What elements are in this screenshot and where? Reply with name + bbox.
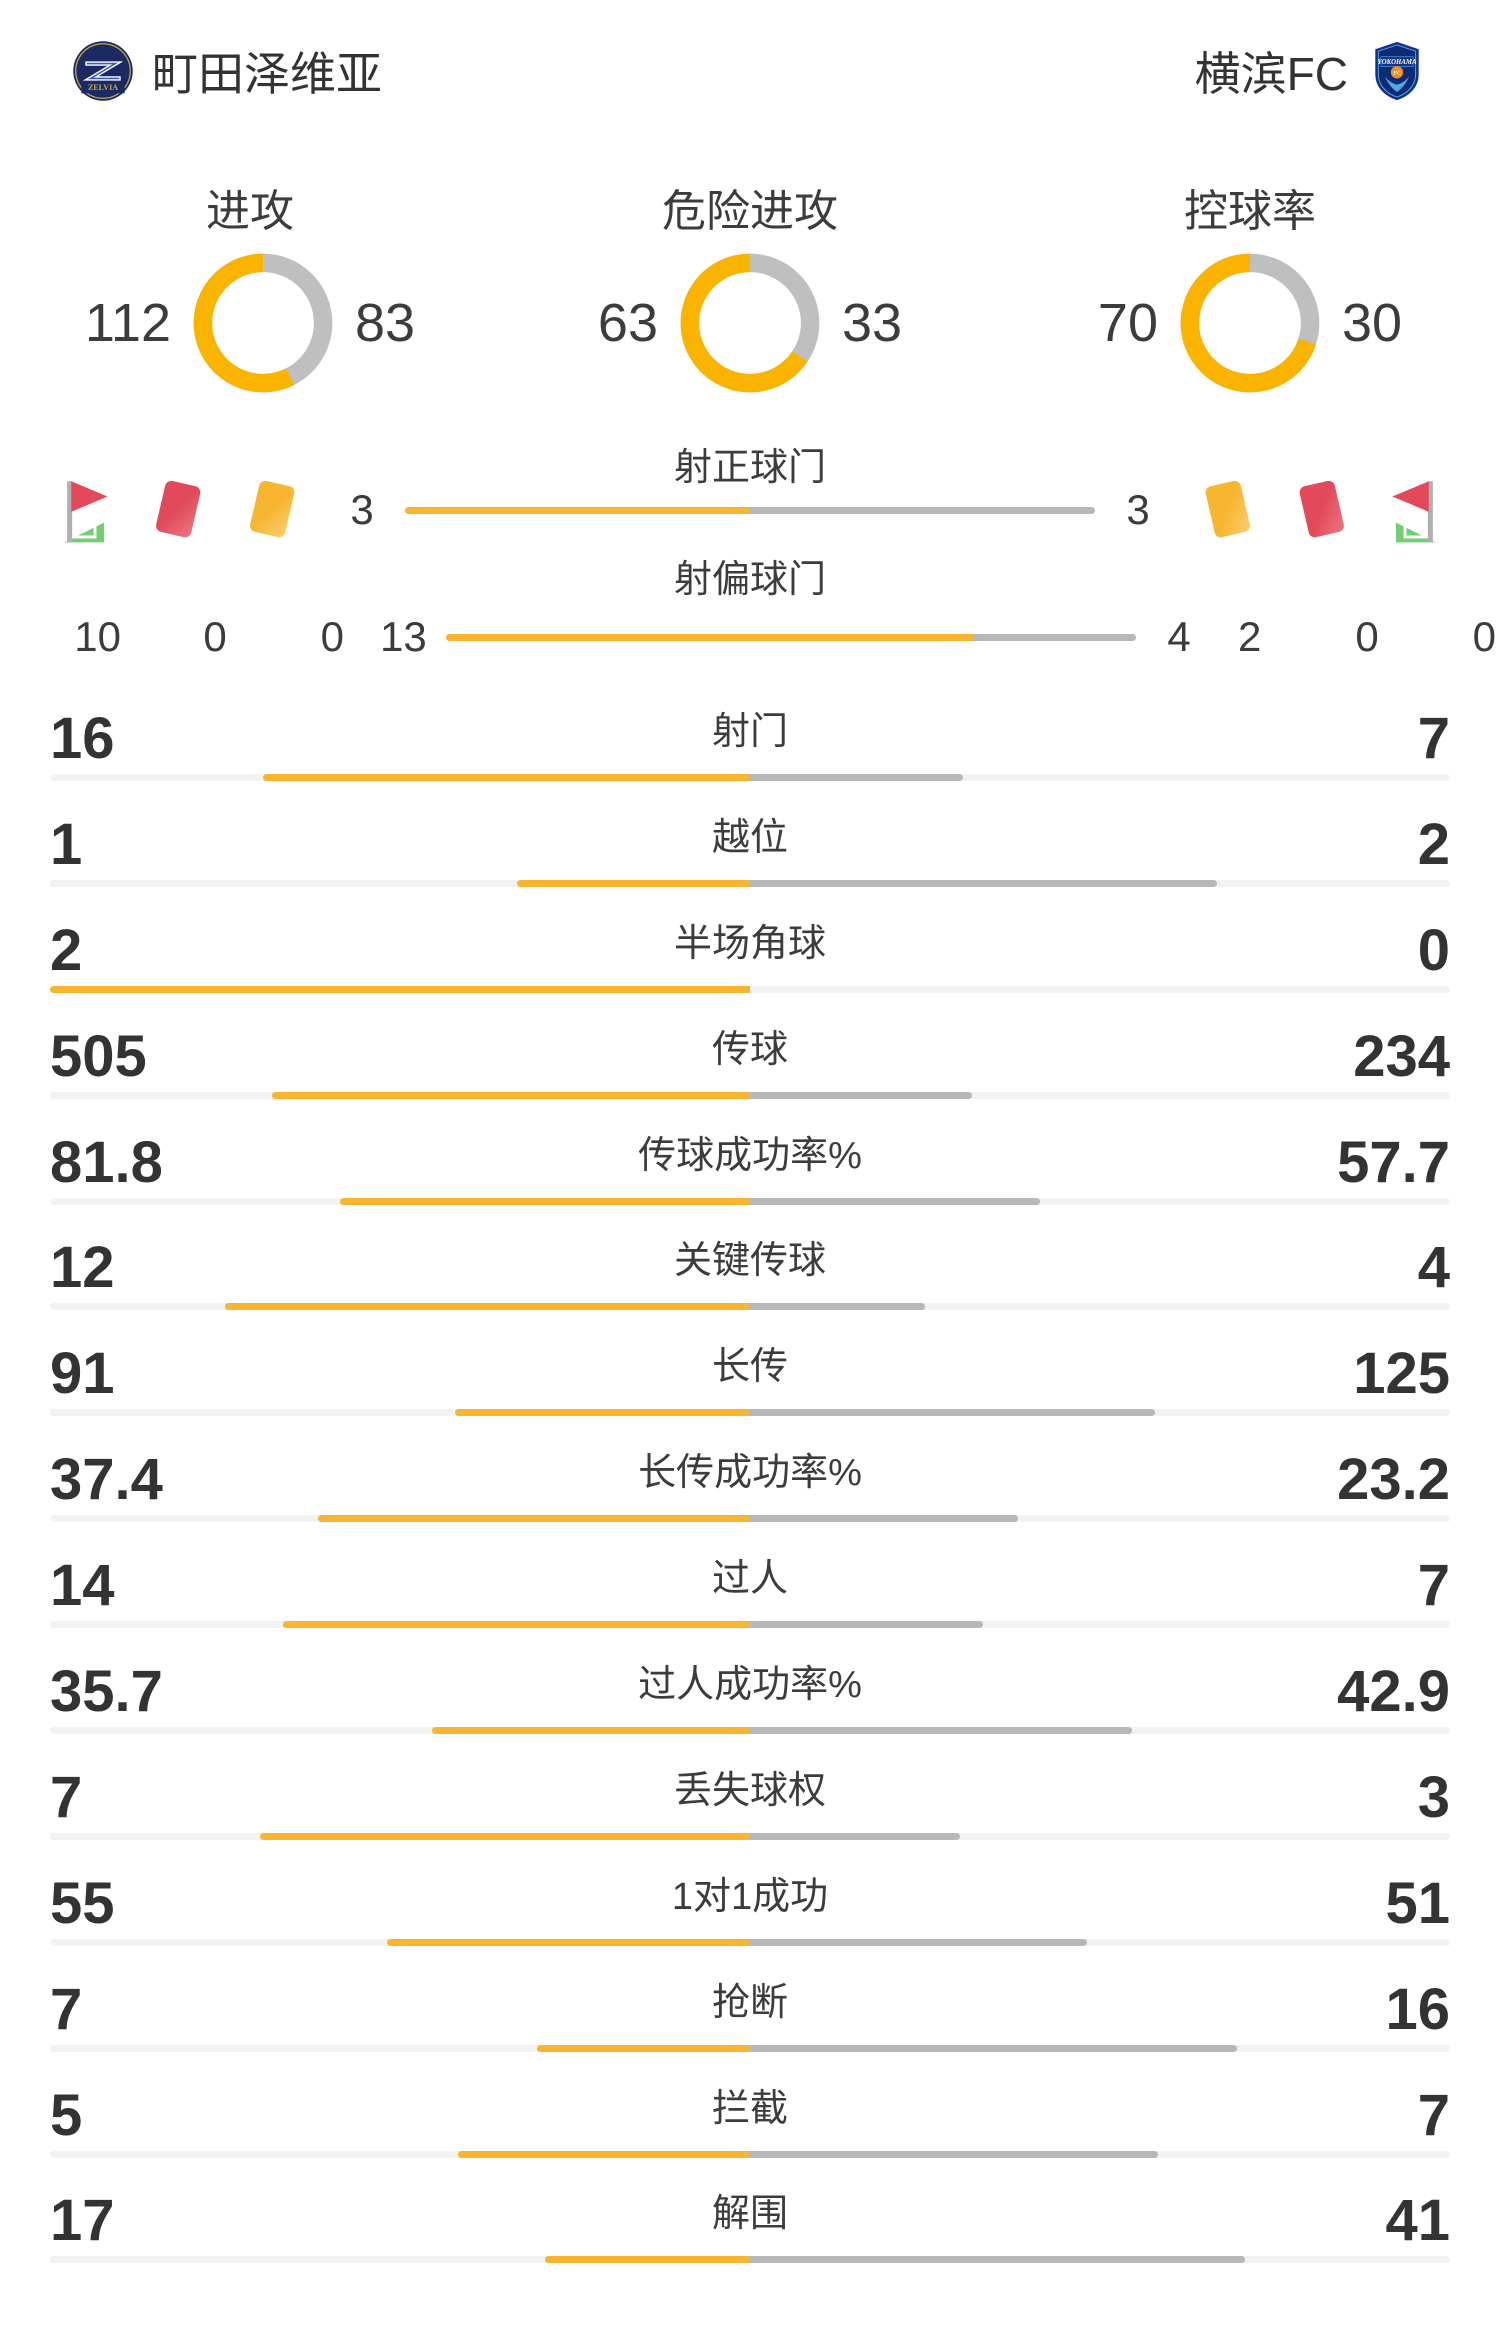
svg-text:YOKOHAMA: YOKOHAMA <box>1378 59 1417 66</box>
svg-text:FC: FC <box>1393 71 1401 77</box>
svg-text:ZELVIA: ZELVIA <box>88 83 118 92</box>
